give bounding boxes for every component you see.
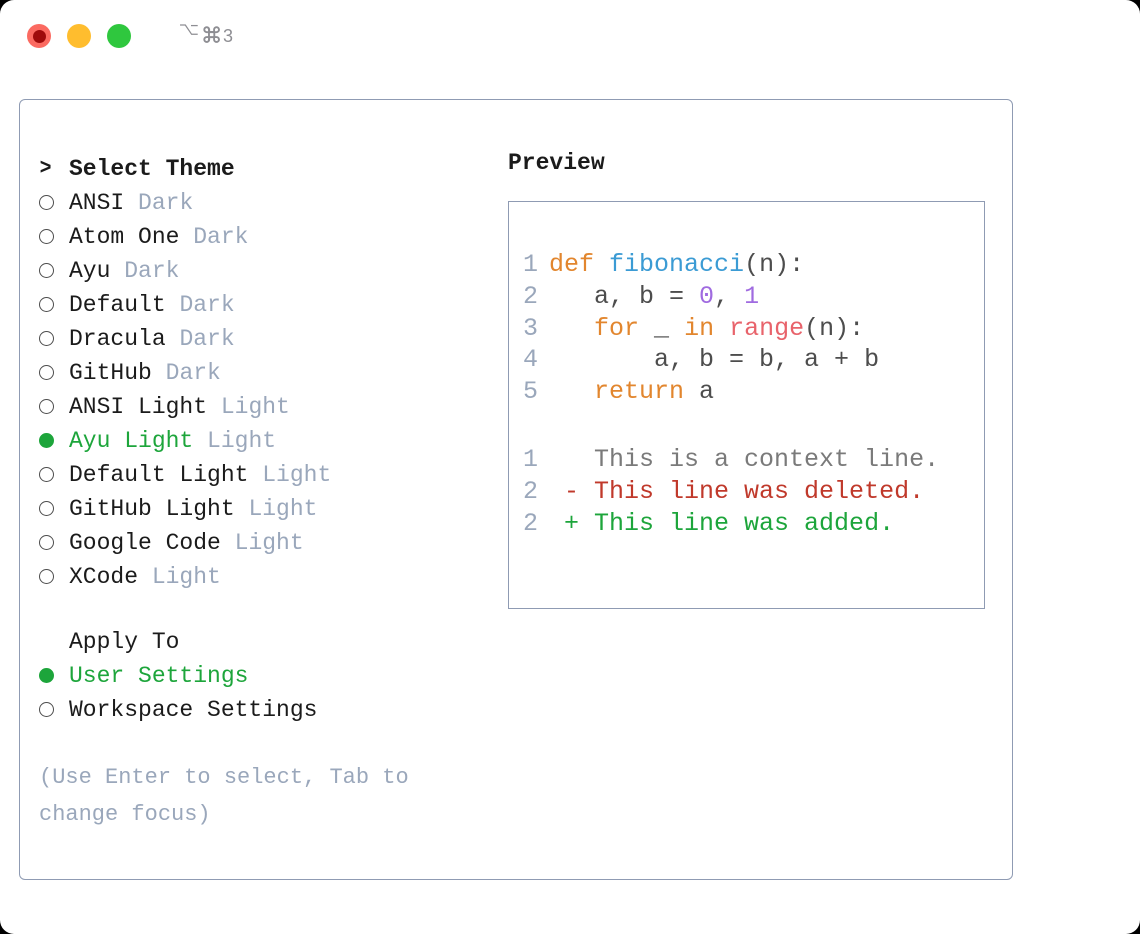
svg-text:3: 3 [223, 26, 233, 46]
